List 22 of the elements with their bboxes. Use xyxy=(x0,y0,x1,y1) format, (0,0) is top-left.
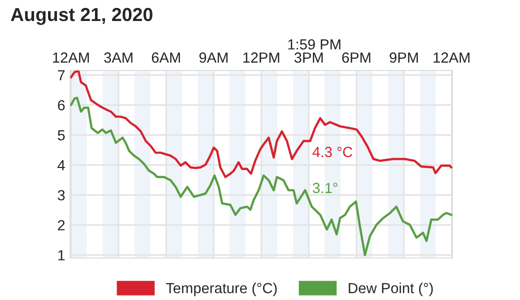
y-tick-label: 3 xyxy=(58,190,65,200)
y-tick-label: 7 xyxy=(58,70,65,80)
y-tick-label: 6 xyxy=(58,100,65,110)
x-tick-label: 12AM xyxy=(53,52,89,63)
text: 1:59 PM xyxy=(288,39,340,50)
x-tick-label: 3PM xyxy=(294,52,323,63)
x-tick-label: 12PM xyxy=(243,52,280,63)
x-tick-label: 12AM xyxy=(434,52,470,63)
annotation: 4.3 °C xyxy=(312,146,352,158)
legend-label: Dew Point (°) xyxy=(348,282,433,296)
y-tick-label: 1 xyxy=(58,250,65,260)
x-tick-label: 6PM xyxy=(342,52,370,63)
x-tick-label: 9AM xyxy=(199,52,228,63)
legend-label: Temperature (°C) xyxy=(166,282,277,296)
annotation: 3.1° xyxy=(312,182,338,194)
y-tick-label: 2 xyxy=(58,220,65,230)
x-tick-label: 6AM xyxy=(152,52,180,63)
x-tick-label: 9PM xyxy=(390,52,418,63)
y-tick-label: 5 xyxy=(58,130,65,140)
x-tick-label: 3AM xyxy=(104,52,132,63)
y-tick-label: 4 xyxy=(58,160,65,170)
chart-title: August 21, 2020 xyxy=(10,8,152,25)
